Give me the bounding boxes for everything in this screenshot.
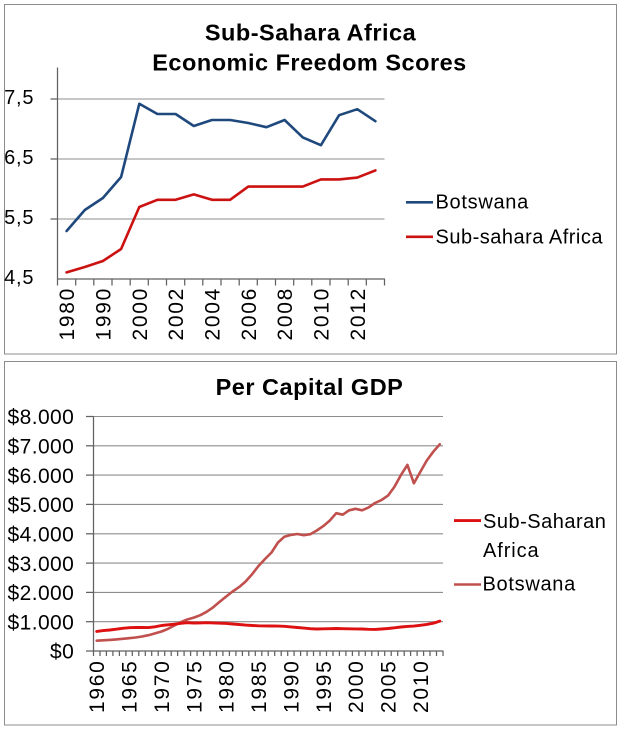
- svg-text:Botswana: Botswana: [436, 192, 530, 214]
- svg-text:Sub-Saharan: Sub-Saharan: [483, 511, 606, 533]
- svg-text:1970: 1970: [151, 659, 174, 713]
- svg-text:2008: 2008: [274, 287, 297, 341]
- svg-text:$5.000: $5.000: [8, 494, 75, 517]
- svg-text:4,5: 4,5: [4, 267, 34, 289]
- svg-text:2010: 2010: [310, 287, 333, 341]
- svg-text:1965: 1965: [119, 659, 142, 713]
- svg-text:1995: 1995: [313, 659, 336, 713]
- svg-text:2006: 2006: [238, 287, 261, 341]
- svg-text:5,5: 5,5: [4, 207, 34, 229]
- svg-text:1960: 1960: [86, 659, 109, 713]
- svg-text:2005: 2005: [378, 659, 401, 713]
- svg-text:Africa: Africa: [483, 540, 540, 562]
- svg-text:$3.000: $3.000: [8, 553, 75, 576]
- svg-text:1985: 1985: [248, 659, 271, 713]
- svg-text:Sub-sahara Africa: Sub-sahara Africa: [436, 226, 604, 248]
- svg-text:$8.000: $8.000: [8, 406, 75, 429]
- svg-text:$0: $0: [50, 641, 74, 664]
- svg-text:2010: 2010: [410, 659, 433, 713]
- svg-text:2000: 2000: [345, 659, 368, 713]
- svg-text:$2.000: $2.000: [8, 582, 75, 605]
- svg-text:6,5: 6,5: [4, 147, 34, 169]
- svg-text:2004: 2004: [201, 287, 224, 341]
- svg-text:$7.000: $7.000: [8, 436, 75, 459]
- svg-text:2012: 2012: [347, 287, 370, 341]
- svg-text:7,5: 7,5: [4, 87, 34, 109]
- svg-text:$4.000: $4.000: [8, 524, 75, 547]
- svg-text:Per Capital GDP: Per Capital GDP: [216, 374, 404, 400]
- svg-text:1980: 1980: [56, 287, 79, 341]
- svg-text:$1.000: $1.000: [8, 611, 75, 634]
- svg-text:Botswana: Botswana: [483, 574, 577, 596]
- svg-text:Sub-Sahara Africa: Sub-Sahara Africa: [205, 20, 417, 46]
- svg-text:Economic Freedom Scores: Economic Freedom Scores: [152, 50, 467, 76]
- svg-text:$6.000: $6.000: [8, 465, 75, 488]
- svg-text:1990: 1990: [92, 287, 115, 341]
- svg-text:1980: 1980: [216, 659, 239, 713]
- svg-text:2000: 2000: [129, 287, 152, 341]
- svg-text:1990: 1990: [280, 659, 303, 713]
- svg-text:2002: 2002: [165, 287, 188, 341]
- svg-text:1975: 1975: [183, 659, 206, 713]
